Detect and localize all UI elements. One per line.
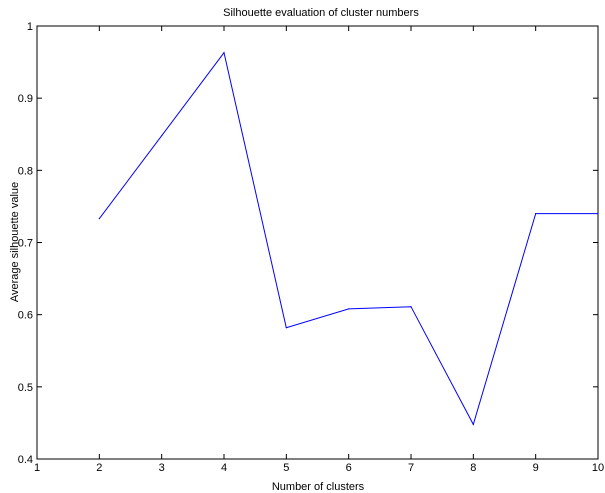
y-axis-label: Average silhouette value: [9, 182, 21, 302]
x-axis: 1 2 3 4 5 6 7 8 9 10: [34, 26, 604, 474]
x-tick-label: 8: [470, 462, 476, 474]
y-tick-label: 0.9: [18, 93, 33, 105]
y-tick-label: 0.5: [18, 382, 33, 394]
chart-title: Silhouette evaluation of cluster numbers: [223, 7, 419, 19]
x-tick-label: 2: [96, 462, 102, 474]
data-point: [223, 52, 225, 54]
x-tick-label: 10: [592, 462, 604, 474]
x-tick-label: 1: [34, 462, 40, 474]
x-tick-label: 5: [283, 462, 289, 474]
data-point: [161, 135, 163, 137]
y-tick-label: 0.6: [18, 310, 33, 322]
data-point: [285, 327, 287, 329]
y-tick-label: 1: [27, 21, 33, 33]
plot-area: [36, 25, 599, 460]
data-point: [597, 213, 599, 215]
series-layer: [98, 51, 599, 426]
y-tick-label: 0.8: [18, 165, 33, 177]
x-tick-label: 6: [346, 462, 352, 474]
x-tick-label: 7: [408, 462, 414, 474]
data-point: [472, 423, 474, 425]
y-axis: 0.4 0.5 0.6 0.7 0.8 0.9 1: [18, 21, 598, 466]
x-tick-label: 9: [533, 462, 539, 474]
y-tick-label: 0.7: [18, 238, 33, 250]
data-point: [535, 213, 537, 215]
y-tick-label: 0.4: [18, 454, 33, 466]
x-tick-label: 4: [221, 462, 227, 474]
data-point: [410, 306, 412, 308]
data-point: [98, 218, 100, 220]
x-axis-label: Number of clusters: [272, 481, 365, 493]
data-point: [348, 308, 350, 310]
x-tick-label: 3: [159, 462, 165, 474]
